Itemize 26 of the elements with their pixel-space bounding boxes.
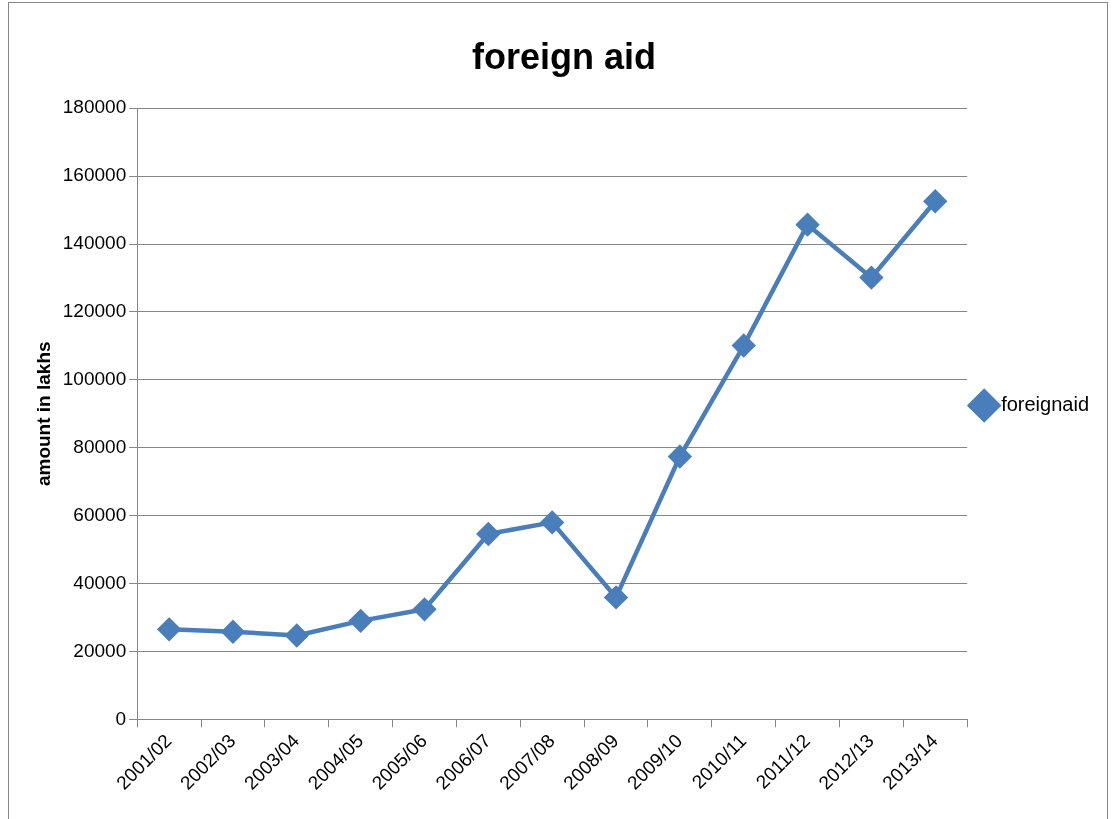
point	[477, 522, 500, 546]
y-tick-label: 120000	[62, 300, 127, 322]
point	[923, 189, 947, 213]
y-tick-label: 20000	[73, 639, 127, 661]
y-tick-label: 40000	[73, 571, 127, 593]
y-tick-label: 0	[115, 707, 127, 729]
point	[860, 266, 883, 289]
point	[349, 609, 372, 633]
y-tick-label: 100000	[62, 368, 127, 390]
point	[732, 334, 755, 357]
point	[796, 213, 819, 236]
point	[413, 598, 436, 621]
y-tick-label: 180000	[62, 96, 127, 118]
y-axis-title: amount in lakhs	[32, 341, 54, 487]
y-tick-label: 60000	[73, 503, 127, 525]
chart-title: foreign aid	[471, 35, 657, 77]
point	[668, 445, 692, 468]
legend-label: foreignaid	[1001, 393, 1089, 416]
y-tick-label: 160000	[62, 164, 127, 186]
point	[540, 511, 564, 534]
point	[157, 618, 181, 641]
point	[221, 620, 245, 643]
y-tick-label: 140000	[62, 232, 127, 254]
point	[285, 624, 309, 647]
y-tick-label: 80000	[73, 435, 127, 457]
point	[604, 586, 628, 609]
